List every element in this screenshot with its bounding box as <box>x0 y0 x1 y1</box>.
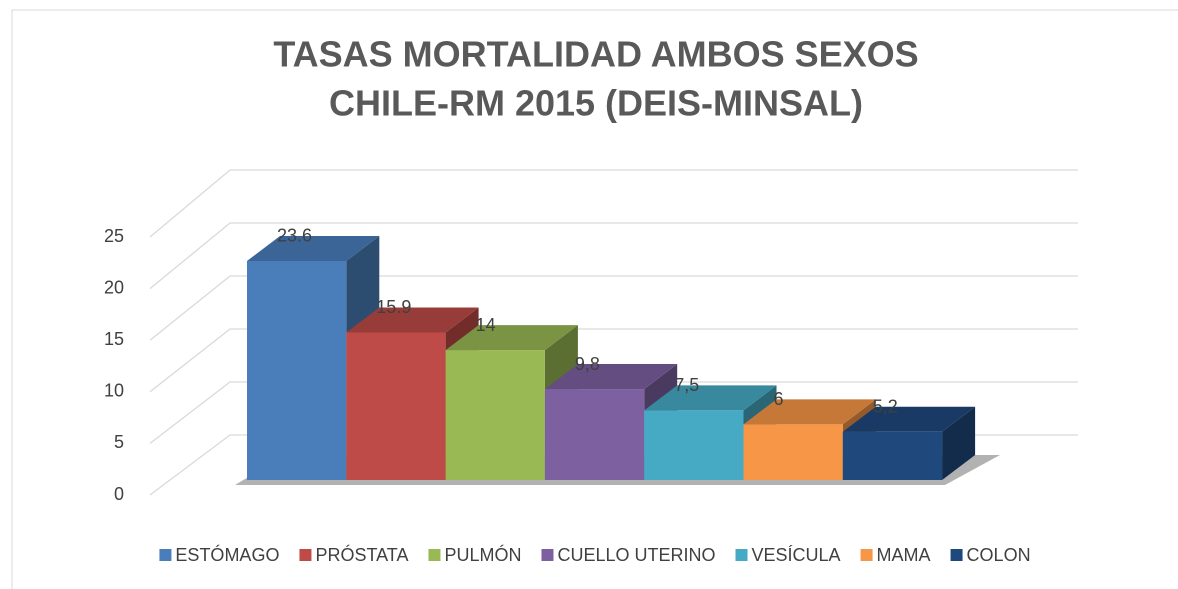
bar <box>247 260 347 480</box>
bar-top <box>544 364 678 390</box>
grid-line <box>149 275 1078 341</box>
y-tick-label: 20 <box>104 277 124 297</box>
bar-top <box>346 307 479 333</box>
legend-label: MAMA <box>877 545 931 565</box>
legend-swatch <box>950 549 963 561</box>
y-tick-label: 25 <box>104 226 124 246</box>
data-label: 15.9 <box>376 297 411 317</box>
data-label: 7,5 <box>674 375 699 395</box>
grid-line <box>149 328 1078 393</box>
legend-label: ESTÓMAGO <box>175 544 279 565</box>
legend-label: COLON <box>967 545 1031 565</box>
data-label: 5,2 <box>873 396 898 416</box>
legend-label: PULMÓN <box>444 544 521 565</box>
chart-title: TASAS MORTALIDAD AMBOS SEXOS <box>273 34 918 75</box>
bar-top <box>644 385 777 411</box>
legend-label: CUELLO UTERINO <box>557 545 715 565</box>
data-label: 23.6 <box>277 226 312 246</box>
legend-swatch <box>428 549 441 561</box>
y-tick-label: 10 <box>104 381 124 401</box>
legend-swatch <box>860 549 873 561</box>
bar <box>346 332 446 480</box>
bar-side <box>942 406 976 480</box>
data-label: 9,8 <box>575 354 600 374</box>
bar-top <box>247 235 380 261</box>
grid-line <box>149 222 1078 290</box>
y-tick-label: 5 <box>114 432 124 452</box>
y-tick-label: 15 <box>104 329 124 349</box>
legend-swatch <box>735 549 748 561</box>
bar <box>544 389 645 480</box>
y-tick-label: 0 <box>114 484 124 504</box>
bar-top <box>743 399 876 425</box>
legend-swatch <box>541 549 554 561</box>
data-label: 6 <box>774 389 784 409</box>
bar <box>743 424 843 480</box>
legend-swatch <box>159 549 172 561</box>
chart-border <box>11 9 1178 589</box>
legend: ESTÓMAGO PRÓSTATA PULMÓN CUELLO UTERINO VESÍ… <box>159 544 1031 565</box>
legend-swatch <box>299 549 312 561</box>
bar <box>842 431 943 480</box>
legend-label: VESÍCULA <box>752 545 841 565</box>
bar-top <box>842 406 976 432</box>
bar <box>445 350 545 480</box>
bar <box>644 410 744 480</box>
grid-line <box>149 169 1078 238</box>
chart-title: CHILE-RM 2015 (DEIS-MINSAL) <box>329 83 863 124</box>
grid-line <box>149 381 1078 444</box>
data-label: 14 <box>476 315 496 335</box>
legend-label: PRÓSTATA <box>315 544 408 565</box>
bar-top <box>445 325 578 351</box>
